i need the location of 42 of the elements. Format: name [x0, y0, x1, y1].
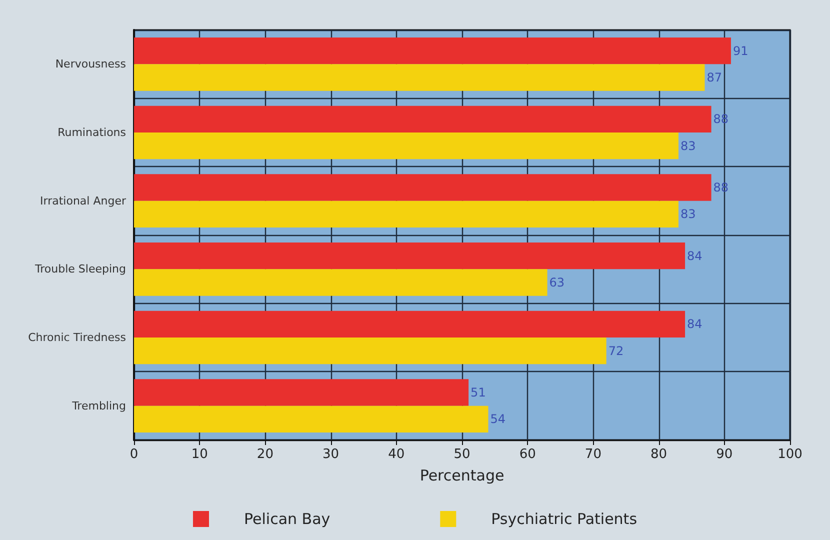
bar — [134, 106, 712, 132]
x-axis-title: Percentage — [420, 466, 504, 484]
x-tick-label: 20 — [256, 447, 274, 462]
data-label: 84 — [687, 317, 702, 332]
y-tick-label: Trembling — [71, 399, 126, 412]
x-tick-label: 90 — [716, 447, 733, 462]
y-tick-label: Irrational Anger — [40, 194, 126, 208]
x-tick-label: 0 — [130, 447, 138, 462]
legend-label: Pelican Bay — [244, 510, 330, 528]
data-label: 54 — [490, 412, 506, 426]
y-tick-label: Chronic Tiredness — [28, 331, 126, 344]
x-tick-label: 100 — [778, 447, 802, 462]
bar — [134, 310, 686, 338]
y-tick-label: Trouble Sleeping — [34, 262, 126, 276]
bar — [134, 406, 488, 432]
x-tick-label: 30 — [322, 447, 340, 462]
x-tick-label: 50 — [454, 447, 470, 462]
bar — [134, 64, 705, 91]
bar — [134, 38, 731, 64]
bar — [134, 338, 606, 364]
x-tick-label: 70 — [584, 447, 602, 462]
data-label: 72 — [608, 344, 624, 358]
data-label: 83 — [680, 138, 696, 153]
bar — [134, 242, 686, 270]
x-tick-label: 60 — [519, 447, 536, 462]
y-tick-label: Nervousness — [55, 58, 126, 71]
data-label: 84 — [687, 248, 702, 263]
bar — [134, 174, 712, 201]
bar — [134, 269, 548, 296]
y-tick-label: Ruminations — [58, 126, 126, 139]
data-label: 63 — [549, 275, 565, 290]
data-label: 51 — [470, 386, 486, 400]
data-label: 87 — [706, 70, 722, 84]
x-tick-label: 10 — [191, 447, 208, 462]
x-tick-label: 80 — [650, 447, 668, 462]
x-tick-label: 40 — [388, 447, 405, 462]
legend-label: Psychiatric Patients — [491, 510, 638, 528]
bar — [134, 200, 678, 228]
bar — [134, 132, 678, 160]
bar — [134, 379, 469, 406]
data-label: 91 — [732, 44, 748, 58]
data-label: 83 — [680, 207, 696, 222]
